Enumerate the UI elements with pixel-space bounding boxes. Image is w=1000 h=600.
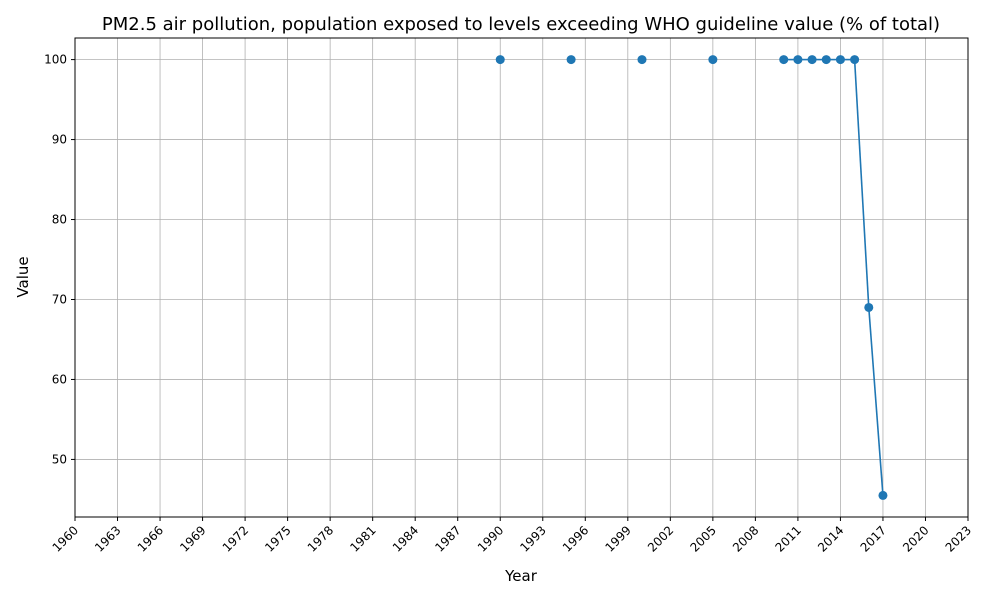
series-line-segment <box>867 307 884 496</box>
data-point <box>793 55 803 65</box>
x-tick-label: 1999 <box>602 523 633 554</box>
x-axis-label: Year <box>504 567 538 585</box>
x-tick-label: 1975 <box>262 523 293 554</box>
plot-frame <box>74 37 969 518</box>
data-point <box>708 55 718 65</box>
y-tick-label: 50 <box>52 452 67 466</box>
x-tick-label: 1981 <box>347 523 378 554</box>
data-point <box>821 55 831 65</box>
x-tick-label: 2017 <box>858 523 889 554</box>
data-point <box>835 55 845 65</box>
x-tick-label: 2011 <box>773 523 804 554</box>
y-tick-label: 70 <box>52 292 67 306</box>
y-tick-label: 100 <box>44 53 67 67</box>
x-tick-label: 2008 <box>730 523 761 554</box>
chart-title: PM2.5 air pollution, population exposed … <box>102 14 940 35</box>
y-axis-label: Value <box>14 256 32 297</box>
x-tick-label: 2005 <box>687 523 718 554</box>
data-point <box>864 302 874 312</box>
x-tick-label: 1978 <box>305 523 336 554</box>
x-tick-label: 1984 <box>390 523 421 554</box>
data-series <box>495 55 888 500</box>
series-line-segment <box>853 59 870 308</box>
grid <box>74 38 969 517</box>
x-tick-label: 1960 <box>50 523 81 554</box>
data-point <box>495 55 505 65</box>
x-tick-label: 1966 <box>135 523 166 554</box>
x-tick-label: 1996 <box>560 523 591 554</box>
x-tick-label: 1993 <box>517 523 548 554</box>
x-tick-label: 1972 <box>220 523 251 554</box>
x-tick-label: 2023 <box>943 523 974 554</box>
data-point <box>779 55 789 65</box>
x-tick-label: 2002 <box>645 523 676 554</box>
x-tick-label: 1963 <box>92 523 123 554</box>
data-point <box>637 55 647 65</box>
x-tick-label: 1990 <box>475 523 506 554</box>
y-tick-label: 60 <box>52 372 67 386</box>
data-point <box>850 55 860 65</box>
axis-ticks: 1960 1963 1966 1969 1972 1975 1978 1981 1984 1987… <box>44 53 974 555</box>
data-point <box>807 55 817 65</box>
y-tick-label: 90 <box>52 133 67 147</box>
x-tick-label: 1969 <box>177 523 208 554</box>
x-tick-label: 2014 <box>815 523 846 554</box>
data-point <box>566 55 576 65</box>
x-tick-label: 2020 <box>900 523 931 554</box>
data-point <box>878 490 888 500</box>
y-tick-label: 80 <box>52 213 67 227</box>
x-tick-label: 1987 <box>432 523 463 554</box>
